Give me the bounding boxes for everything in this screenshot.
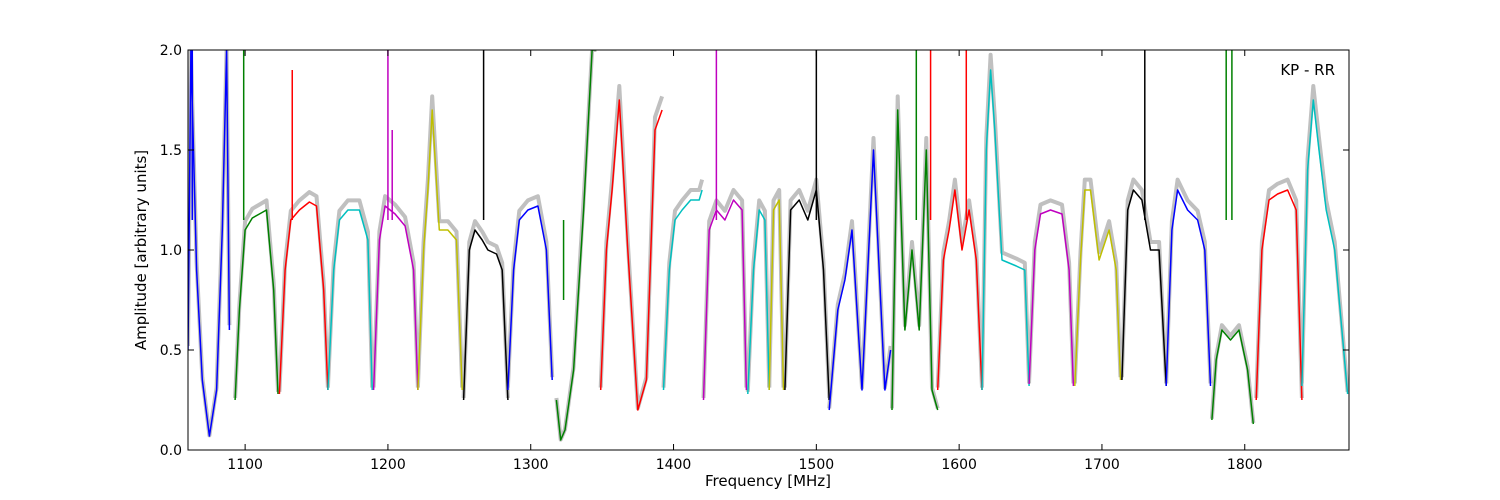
series-line-22: [1121, 189, 1167, 387]
series-line-4: [327, 209, 373, 391]
y-tick-label: 1.5: [160, 143, 182, 159]
background-envelope-11: [661, 179, 705, 388]
y-tick-label: 0.5: [160, 343, 182, 359]
series-line-7: [462, 229, 509, 401]
series-line-2: [234, 209, 279, 401]
series-line-25: [1255, 189, 1303, 401]
series-line-20: [1028, 209, 1075, 387]
x-tick-label: 1500: [799, 457, 835, 473]
series-line-12: [702, 199, 748, 401]
series-line-23: [1165, 189, 1212, 387]
x-tick-label: 1600: [941, 457, 977, 473]
x-tick-label: 1100: [227, 457, 263, 473]
background-envelope-23: [1164, 177, 1213, 384]
background-envelope-8: [505, 194, 555, 388]
background-envelope-5: [371, 194, 420, 388]
series-line-26: [1301, 99, 1349, 395]
series-line-3: [278, 201, 329, 395]
y-tick-label: 1.0: [160, 243, 182, 259]
axis-ticks: 1100 1200 1300 1400 1500 1600 1700 1800 0.0 0.5 1.…: [160, 43, 1349, 473]
series-line-11: [662, 189, 703, 391]
x-tick-label: 1700: [1084, 457, 1120, 473]
plot-area: [188, 50, 1349, 442]
x-axis-label: Frequency [MHz]: [705, 472, 831, 490]
chart-annotation: KP - RR: [1280, 61, 1335, 79]
background-envelope-12: [701, 188, 749, 399]
series-line-17: [891, 109, 939, 411]
background-envelope-7: [461, 219, 510, 399]
background-envelope-25: [1254, 177, 1304, 399]
y-tick-label: 2.0: [160, 43, 182, 59]
background-envelope-22: [1119, 177, 1169, 384]
series-line-18: [936, 189, 983, 391]
y-axis-label: Amplitude [arbitrary units]: [132, 150, 150, 350]
series-line-16: [828, 149, 892, 411]
x-tick-label: 1800: [1227, 457, 1263, 473]
x-tick-label: 1300: [513, 457, 549, 473]
background-envelope-18: [935, 177, 984, 388]
y-tick-label: 0.0: [160, 443, 182, 459]
series-line-10: [599, 99, 663, 411]
series-line-14: [768, 199, 785, 391]
background-envelope-4: [325, 198, 375, 388]
series-line-13: [747, 209, 770, 395]
x-tick-label: 1200: [370, 457, 406, 473]
series-line-24: [1211, 329, 1255, 425]
series-line-8: [507, 205, 553, 391]
series-line-6: [417, 109, 463, 391]
series-line-5: [372, 205, 419, 391]
x-tick-label: 1400: [656, 457, 692, 473]
series-line-9: [555, 50, 597, 441]
series-line-19: [981, 69, 1030, 391]
series-line-15: [784, 189, 830, 401]
series-line-21: [1074, 189, 1122, 387]
background-envelope-20: [1027, 198, 1076, 384]
